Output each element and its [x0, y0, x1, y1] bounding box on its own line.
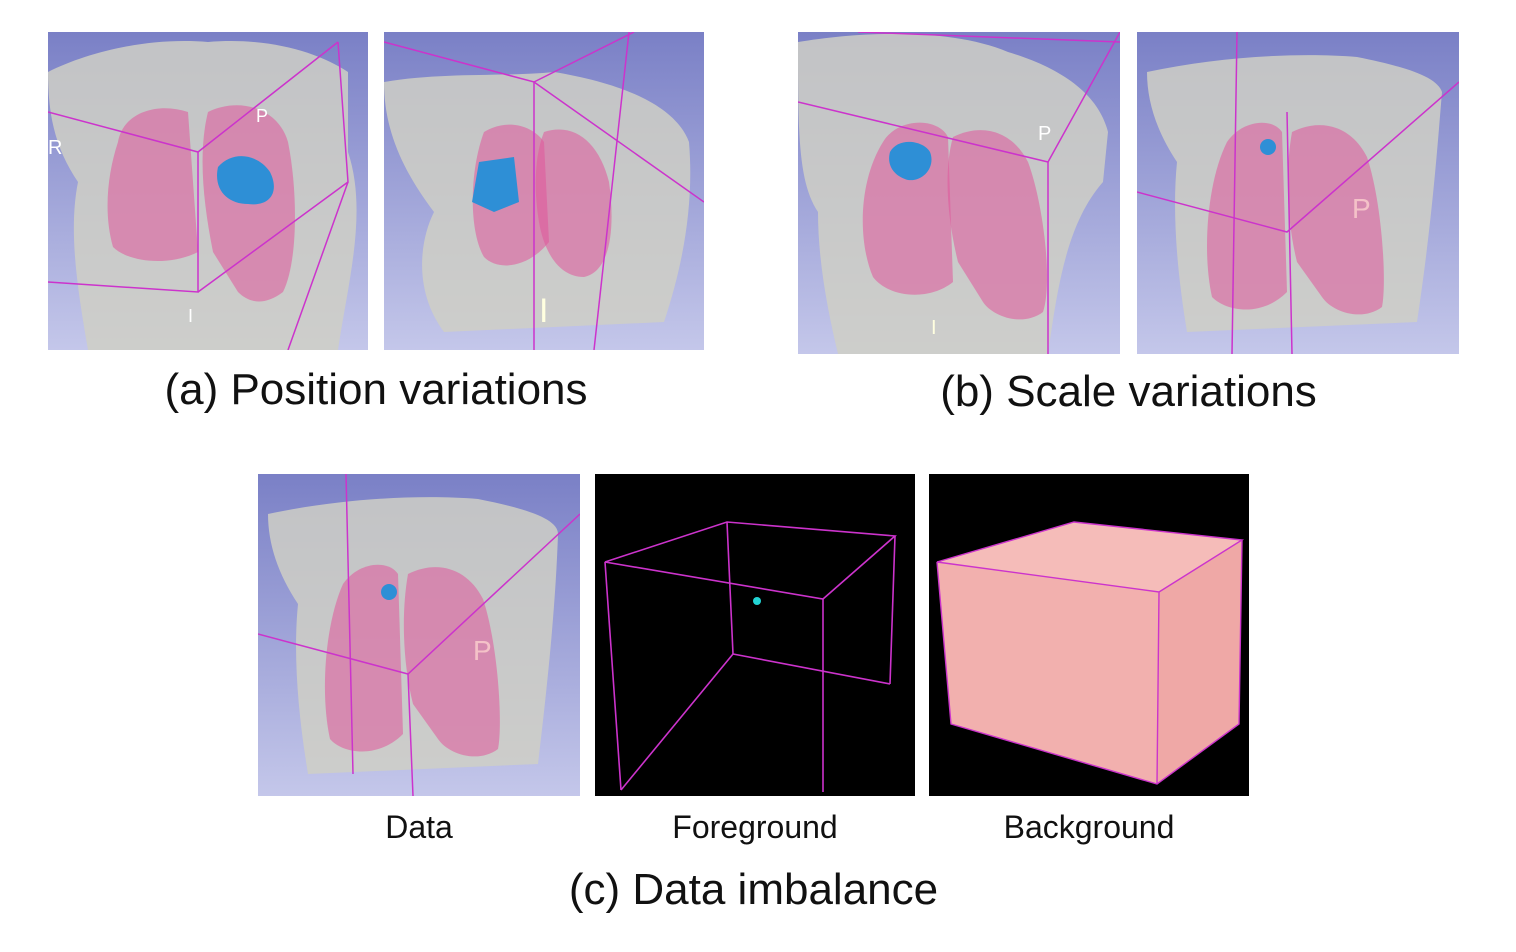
caption-a: (a) Position variations — [164, 365, 588, 414]
orientation-marker-p: P — [1038, 123, 1051, 145]
panel-c3-background — [929, 474, 1249, 796]
sublabel-background: Background — [1003, 809, 1175, 845]
panel-b1-render: P I — [798, 32, 1120, 354]
panel-c1-data-render: P — [258, 474, 580, 796]
ct-3d-render-image: P I — [798, 32, 1120, 354]
panel-c2-foreground — [595, 474, 915, 796]
panel-b2-render: P — [1137, 32, 1459, 354]
panel-a2-render: I — [384, 32, 704, 350]
foreground-volume-image — [595, 474, 915, 796]
orientation-marker-i: I — [931, 317, 937, 339]
background-cube — [936, 521, 1245, 785]
orientation-marker-p: P — [1352, 193, 1371, 224]
background-volume-image — [929, 474, 1249, 796]
ct-3d-render-image: I — [384, 32, 704, 350]
panel-a1-render: R P I — [48, 32, 368, 350]
orientation-marker-p: P — [256, 106, 268, 126]
bounding-box-outline — [604, 521, 897, 792]
sublabel-data: Data — [385, 809, 453, 845]
orientation-marker-i: I — [188, 306, 193, 326]
orientation-marker-p: P — [473, 635, 492, 666]
sublabel-foreground: Foreground — [672, 809, 838, 845]
caption-c: (c) Data imbalance — [568, 865, 939, 914]
ct-3d-render-image: P — [258, 474, 580, 796]
orientation-marker-i: I — [539, 292, 548, 330]
ct-3d-render-image: R P I — [48, 32, 368, 350]
orientation-marker-r: R — [48, 137, 62, 159]
caption-b: (b) Scale variations — [940, 367, 1317, 416]
ct-3d-render-image: P — [1137, 32, 1459, 354]
foreground-voxel-marker — [753, 597, 761, 605]
